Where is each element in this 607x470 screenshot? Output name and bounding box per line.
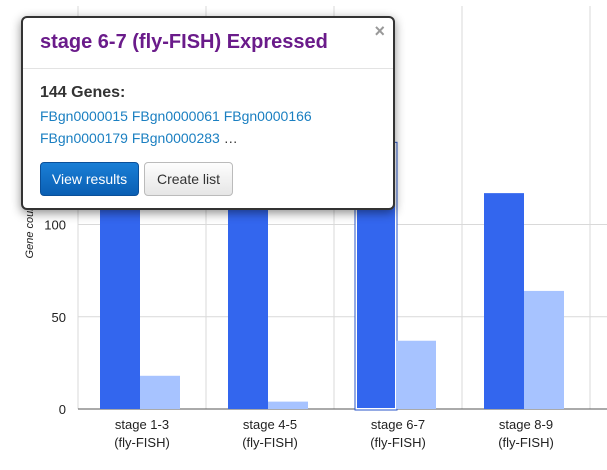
- x-tick-label: (fly-FISH): [370, 435, 426, 450]
- gene-list-line-1: FBgn0000015 FBgn0000061 FBgn0000166: [40, 108, 312, 124]
- bar: [484, 193, 524, 409]
- x-tick-label: stage 4-5: [243, 417, 297, 432]
- x-tick-label: (fly-FISH): [114, 435, 170, 450]
- y-axis-label: Gene count: [24, 201, 36, 259]
- gene-link[interactable]: FBgn0000061: [131, 108, 220, 124]
- bar: [140, 375, 180, 409]
- x-tick-label: (fly-FISH): [242, 435, 298, 450]
- y-tick-label: 0: [59, 402, 66, 417]
- y-tick-label: 100: [44, 218, 66, 233]
- popup-title: stage 6-7 (fly-FISH) Expressed: [40, 31, 328, 53]
- x-tick-label: stage 6-7: [371, 417, 425, 432]
- create-list-button[interactable]: Create list: [144, 162, 233, 196]
- more-genes-ellipsis: …: [223, 130, 238, 146]
- popup-divider: [23, 68, 393, 69]
- bar: [268, 401, 308, 409]
- x-tick-label: stage 8-9: [499, 417, 553, 432]
- close-icon[interactable]: ×: [374, 21, 385, 41]
- y-tick-label: 50: [52, 310, 66, 325]
- gene-count-label: 144 Genes:: [40, 84, 126, 101]
- gene-link[interactable]: FBgn0000283: [131, 130, 220, 146]
- gene-link[interactable]: FBgn0000179: [40, 130, 128, 146]
- x-tick-label: (fly-FISH): [498, 435, 554, 450]
- gene-list-line-2: FBgn0000179 FBgn0000283 …: [40, 130, 238, 146]
- x-tick-label: stage 1-3: [115, 417, 169, 432]
- gene-link[interactable]: FBgn0000166: [223, 108, 312, 124]
- gene-link[interactable]: FBgn0000015: [40, 108, 128, 124]
- bar: [396, 340, 436, 409]
- bar: [524, 290, 564, 409]
- view-results-button[interactable]: View results: [40, 162, 139, 196]
- genes-popup: stage 6-7 (fly-FISH) Expressed × 144 Gen…: [21, 16, 395, 210]
